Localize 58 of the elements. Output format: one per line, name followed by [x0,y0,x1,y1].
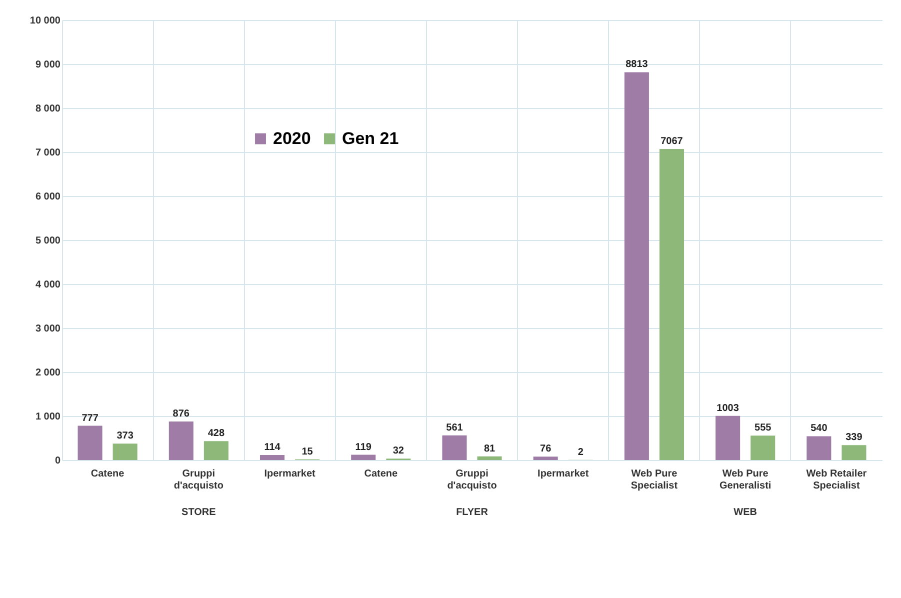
x-tick-label: Web Retailer Specialist [806,468,867,492]
bar [168,421,194,460]
y-tick-label: 4 000 [35,280,61,290]
bar [112,444,138,460]
bar [204,441,228,460]
x-tick-label: Web Pure Generalisti [719,468,772,492]
data-label: 32 [392,446,404,457]
data-label: 1003 [716,402,740,414]
data-label: 7067 [660,136,684,148]
x-tick-label: Web Pure Specialist [630,468,678,492]
data-label: 555 [754,422,772,434]
y-tick-label: 0 [54,456,61,466]
data-label: 373 [116,430,134,442]
bar [806,436,832,460]
legend-label: 2020 [273,128,311,148]
text: STORE [182,507,216,518]
x-tick-label: Ipermarket [264,468,316,480]
legend-label: Gen 21 [342,128,399,148]
data-label: 777 [82,412,99,424]
y-tick-label: 2 000 [35,368,61,378]
bar [351,454,376,460]
y-tick-label: 5 000 [35,236,61,246]
bar [842,445,866,460]
y-tick-label: 10 000 [30,16,61,26]
text: WEB [734,507,758,518]
x-tick-label: Catene [90,468,125,480]
bar [750,436,776,460]
bar [260,454,285,460]
y-tick-label: 7 000 [35,148,61,158]
data-label: 15 [302,446,314,458]
data-label: 540 [810,423,828,434]
x-tick-label: Catene [364,468,398,480]
x-tick-label: Gruppi d'acquisto [447,468,497,492]
data-label: 561 [446,422,464,434]
y-tick-label: 1 000 [35,412,61,422]
bar [659,149,684,460]
bar [442,435,467,460]
y-tick-label: 3 000 [35,324,61,334]
data-label: 2 [578,446,584,458]
bar [716,416,740,460]
data-label: 114 [264,442,281,453]
data-label: 81 [484,443,496,454]
y-tick-label: 9 000 [35,60,61,70]
y-tick-label: 8 000 [35,104,61,114]
y-tick-label: 6 000 [35,192,61,202]
data-label: 428 [208,428,225,440]
data-label: 876 [172,408,190,420]
data-label: 119 [355,442,372,453]
data-label: 76 [540,444,552,455]
bar [477,456,502,460]
data-label: 8813 [626,59,648,70]
bar [78,426,102,460]
x-tick-label: Ipermarket [538,468,590,480]
x-tick-label: Gruppi d'acquisto [174,468,224,492]
text: FLYER [456,507,489,518]
data-label: 339 [846,432,863,444]
bar [533,456,558,460]
bar [624,72,649,460]
